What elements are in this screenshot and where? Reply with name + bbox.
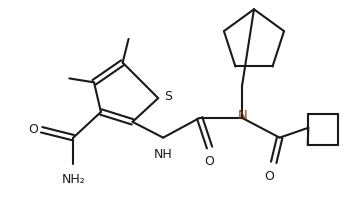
Text: NH₂: NH₂ — [61, 173, 85, 186]
Text: S: S — [164, 90, 172, 103]
Text: O: O — [264, 170, 274, 183]
Text: N: N — [238, 109, 248, 122]
Text: NH: NH — [154, 148, 172, 160]
Text: O: O — [28, 123, 38, 136]
Text: O: O — [205, 155, 214, 168]
